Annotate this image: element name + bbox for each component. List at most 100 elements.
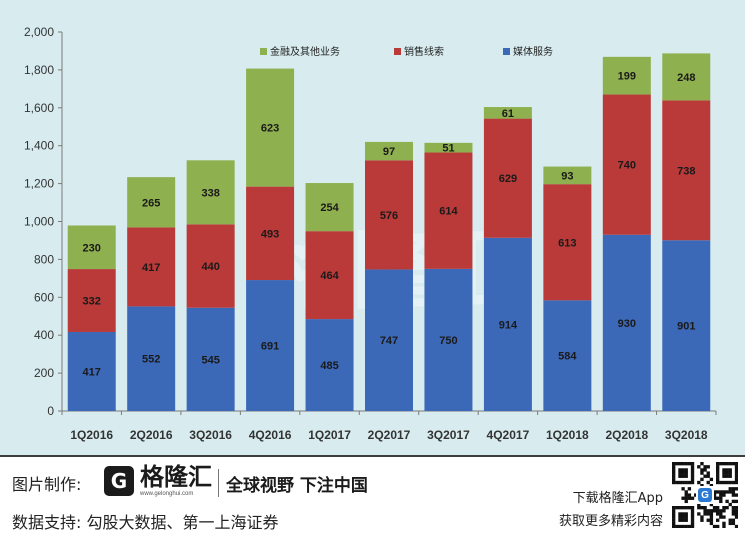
data-label: 930 xyxy=(618,318,636,330)
bar-segment xyxy=(424,142,473,153)
bar-segment xyxy=(246,68,295,187)
data-label: 417 xyxy=(142,262,160,274)
data-label: 485 xyxy=(320,360,338,372)
legend-swatch xyxy=(503,48,510,55)
bar-segment xyxy=(662,53,711,101)
data-label: 614 xyxy=(439,206,458,218)
y-tick-label: 1,200 xyxy=(24,177,54,191)
bar-segment xyxy=(186,160,235,225)
bar-segment xyxy=(543,166,592,185)
data-label: 417 xyxy=(83,366,101,378)
legend-label: 金融及其他业务 xyxy=(270,45,340,58)
y-tick-label: 1,400 xyxy=(24,139,54,153)
bar-segment xyxy=(543,184,592,301)
bar-segment xyxy=(483,107,532,119)
bar-segment xyxy=(127,306,176,411)
bar-segment xyxy=(365,160,413,270)
stacked-bar-chart: 格隆汇 02004006008001,0001,2001,4001,6001,8… xyxy=(24,25,717,442)
download-app-text: 下载格隆汇App xyxy=(572,491,663,506)
bar-segment xyxy=(305,183,354,232)
y-tick-label: 2,000 xyxy=(24,25,54,39)
qr-logo-icon: G xyxy=(698,488,712,502)
bar-segment xyxy=(186,307,235,411)
legend: 金融及其他业务 销售线索 媒体服务 xyxy=(260,45,553,58)
bar-segment xyxy=(67,269,116,332)
bar-segment xyxy=(602,56,651,95)
data-label: 576 xyxy=(380,210,398,222)
bar-segment xyxy=(602,94,651,235)
x-tick-label: 2Q2017 xyxy=(368,428,411,442)
bar-segment xyxy=(424,268,473,411)
x-tick-label: 3Q2016 xyxy=(189,428,232,442)
data-label: 61 xyxy=(502,108,514,120)
brand-url: www.gelonghui.com xyxy=(140,491,194,497)
data-label: 691 xyxy=(261,341,279,353)
x-tick-label: 1Q2017 xyxy=(308,428,351,442)
bar-segment xyxy=(127,177,176,228)
y-tick-label: 1,000 xyxy=(24,215,54,229)
data-label: 747 xyxy=(380,335,398,347)
data-label: 623 xyxy=(261,123,279,135)
data-label: 629 xyxy=(499,173,517,185)
qr-code-icon[interactable]: G xyxy=(672,462,739,529)
bar-segment xyxy=(602,234,651,411)
bar-segment xyxy=(127,227,176,307)
data-label: 199 xyxy=(618,71,636,83)
x-tick-label: 4Q2016 xyxy=(249,428,292,442)
data-label: 584 xyxy=(558,351,577,363)
data-label: 51 xyxy=(442,143,454,155)
data-label: 738 xyxy=(677,165,695,177)
legend-swatch xyxy=(394,48,401,55)
more-content-text: 获取更多精彩内容 xyxy=(558,514,663,529)
y-tick-label: 400 xyxy=(34,328,54,342)
bar-segment xyxy=(662,240,711,411)
x-tick-label: 4Q2017 xyxy=(487,428,530,442)
bar-segment xyxy=(424,152,473,269)
legend-label: 销售线索 xyxy=(404,45,444,58)
slogan: 全球视野 下注中国 xyxy=(226,476,368,496)
data-label: 440 xyxy=(201,261,219,273)
x-tick-label: 1Q2018 xyxy=(546,428,589,442)
y-tick-label: 800 xyxy=(34,252,54,266)
x-tick-label: 2Q2018 xyxy=(605,428,648,442)
bar-segment xyxy=(186,224,235,308)
divider xyxy=(218,469,219,497)
data-label: 248 xyxy=(677,72,695,84)
bars: 417 332 230 552 417 265 545 440 338 691 493 623 485 4… xyxy=(67,53,711,411)
x-tick-label: 3Q2018 xyxy=(665,428,708,442)
y-tick-label: 1,600 xyxy=(24,101,54,115)
bar-segment xyxy=(305,231,354,320)
chart-area: 格隆汇 02004006008001,0001,2001,4001,6001,8… xyxy=(0,0,745,455)
data-label: 265 xyxy=(142,197,160,209)
data-label: 740 xyxy=(618,160,636,172)
y-axis: 0 200 400 600 800 1,000 1,200 1,400 1,600 1,800 2,… xyxy=(24,25,63,418)
legend-label: 媒体服务 xyxy=(513,45,553,58)
y-tick-label: 600 xyxy=(34,290,54,304)
data-label: 613 xyxy=(558,237,576,249)
x-tick-label: 3Q2017 xyxy=(427,428,470,442)
bar-segment xyxy=(67,225,116,270)
producer-label: 图片制作: xyxy=(12,475,82,494)
logo-mark-icon: G xyxy=(104,466,134,496)
bar-segment xyxy=(365,141,413,161)
bar-segment xyxy=(543,300,592,411)
x-axis: 1Q2016 2Q2016 3Q2016 4Q2016 1Q2017 2Q2017 3Q20… xyxy=(61,410,717,442)
data-label: 230 xyxy=(83,242,101,254)
brand-logo: G 格隆汇 www.gelonghui.com xyxy=(104,463,212,499)
data-label: 93 xyxy=(561,170,573,182)
data-source: 数据支持: 勾股大数据、第一上海证券 xyxy=(12,513,279,532)
bar-segment xyxy=(246,280,295,411)
data-label: 332 xyxy=(83,296,101,308)
legend-swatch xyxy=(260,48,267,55)
data-label: 464 xyxy=(320,270,339,282)
footer: 图片制作: G 格隆汇 www.gelonghui.com 全球视野 下注中国 … xyxy=(0,455,745,543)
y-tick-label: 1,800 xyxy=(24,63,54,77)
x-tick-label: 2Q2016 xyxy=(130,428,173,442)
bar-segment xyxy=(365,269,413,411)
bar-segment xyxy=(662,100,711,241)
data-label: 493 xyxy=(261,228,279,240)
y-tick-label: 0 xyxy=(47,404,54,418)
bar-segment xyxy=(246,186,295,281)
data-label: 338 xyxy=(201,187,219,199)
x-tick-label: 1Q2016 xyxy=(70,428,113,442)
